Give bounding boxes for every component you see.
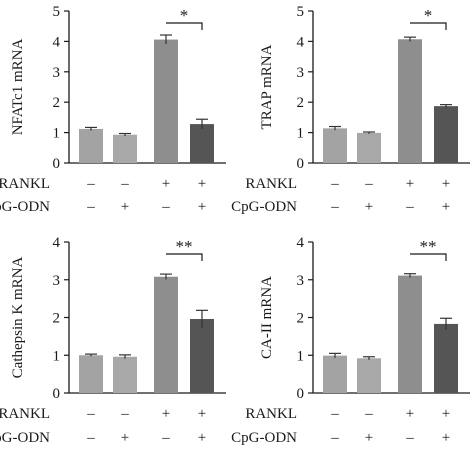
y-axis-label: CA-II mRNA [259, 276, 275, 359]
y-tick-label: 5 [53, 4, 61, 20]
cpg-sign: + [442, 430, 450, 446]
y-tick-label: 1 [53, 126, 61, 142]
cpg-sign: + [121, 430, 129, 446]
rankl-sign: – [120, 406, 129, 422]
rankl-sign: – [120, 176, 129, 192]
rankl-row-label: RANKL [0, 176, 50, 192]
significance-bracket [410, 22, 447, 30]
significance-bracket [166, 22, 203, 30]
cpg-sign: – [330, 199, 339, 215]
cpg-sign: + [121, 199, 129, 215]
y-tick-label: 3 [53, 65, 61, 81]
y-tick-label: 4 [297, 34, 305, 50]
y-tick-label: 0 [53, 156, 61, 172]
y-tick-label: 1 [297, 348, 305, 364]
y-tick-label: 3 [297, 273, 305, 289]
y-tick-label: 0 [297, 156, 305, 172]
significance-label: ** [420, 237, 437, 256]
cpg-sign: – [161, 199, 170, 215]
y-tick-label: 1 [53, 348, 61, 364]
cpg-row-label: CpG-ODN [0, 430, 50, 446]
y-tick-label: 2 [297, 311, 305, 327]
y-tick-label: 1 [297, 126, 305, 142]
rankl-sign: + [162, 176, 170, 192]
cpg-sign: – [86, 199, 95, 215]
chart-panel-4: 0 1 2 3 4 CA-II mRNA ** RANKL CpG-ODN – – + + – + – + [231, 235, 470, 446]
cpg-sign: – [330, 430, 339, 446]
bar [357, 132, 381, 163]
bar [79, 355, 103, 393]
cpg-row-label: CpG-ODN [231, 430, 297, 446]
bar [190, 319, 214, 393]
cpg-sign: – [405, 199, 414, 215]
cpg-sign: + [365, 430, 373, 446]
y-tick-label: 0 [297, 386, 305, 402]
significance-label: * [180, 6, 189, 25]
y-axis-label: Cathepsin K mRNA [10, 257, 26, 379]
bar [323, 355, 347, 393]
rankl-sign: + [442, 176, 450, 192]
rankl-sign: + [406, 176, 414, 192]
rankl-sign: + [162, 406, 170, 422]
y-tick-label: 0 [53, 386, 61, 402]
y-axis-label: NFATc1 mRNA [10, 39, 26, 136]
rankl-sign: + [198, 176, 206, 192]
bar [357, 358, 381, 393]
cpg-row-label: CpG-ODN [0, 199, 50, 215]
significance-label: * [424, 6, 433, 25]
bar [113, 134, 137, 163]
rankl-sign: – [86, 406, 95, 422]
y-tick-label: 5 [297, 4, 305, 20]
bar [398, 275, 422, 393]
y-tick-label: 4 [53, 235, 61, 251]
cpg-sign: + [198, 430, 206, 446]
rankl-sign: – [364, 176, 373, 192]
bar [154, 276, 178, 393]
cpg-sign: + [198, 199, 206, 215]
bar [154, 39, 178, 163]
significance-label: ** [176, 237, 193, 256]
significance-bracket [166, 253, 203, 261]
y-tick-label: 3 [297, 65, 305, 81]
rankl-row-label: RANKL [245, 406, 297, 422]
rankl-sign: + [442, 406, 450, 422]
chart-panel-2: 0 1 2 3 4 5 TRAP mRNA * RANKL CpG-ODN – – + + – + – + [231, 4, 470, 215]
y-tick-label: 4 [53, 34, 61, 50]
rankl-sign: – [330, 406, 339, 422]
y-axis-label: TRAP mRNA [259, 44, 275, 129]
rankl-sign: – [86, 176, 95, 192]
bar [79, 128, 103, 163]
cpg-sign: – [161, 430, 170, 446]
cpg-sign: + [365, 199, 373, 215]
rankl-sign: – [330, 176, 339, 192]
cpg-sign: + [442, 199, 450, 215]
rankl-sign: + [406, 406, 414, 422]
rankl-sign: + [198, 406, 206, 422]
bar [323, 128, 347, 163]
bar [190, 124, 214, 163]
y-tick-label: 2 [53, 95, 61, 111]
cpg-row-label: CpG-ODN [231, 199, 297, 215]
bar [398, 39, 422, 163]
rankl-row-label: RANKL [245, 176, 297, 192]
y-tick-label: 2 [53, 311, 61, 327]
y-tick-label: 4 [297, 235, 305, 251]
significance-bracket [410, 253, 447, 261]
bar [113, 356, 137, 393]
cpg-sign: – [405, 430, 414, 446]
chart-panel-3: 0 1 2 3 4 Cathepsin K mRNA ** RANKL CpG-ODN – – + + –… [0, 235, 226, 446]
rankl-row-label: RANKL [0, 406, 50, 422]
bar [434, 323, 458, 393]
chart-panel-1: 0 1 2 3 4 5 NFATc1 mRNA * RANKL CpG-ODN – – + + – + – + [0, 4, 226, 215]
bar [434, 106, 458, 163]
y-tick-label: 2 [297, 95, 305, 111]
cpg-sign: – [86, 430, 95, 446]
rankl-sign: – [364, 406, 373, 422]
y-tick-label: 3 [53, 273, 61, 289]
